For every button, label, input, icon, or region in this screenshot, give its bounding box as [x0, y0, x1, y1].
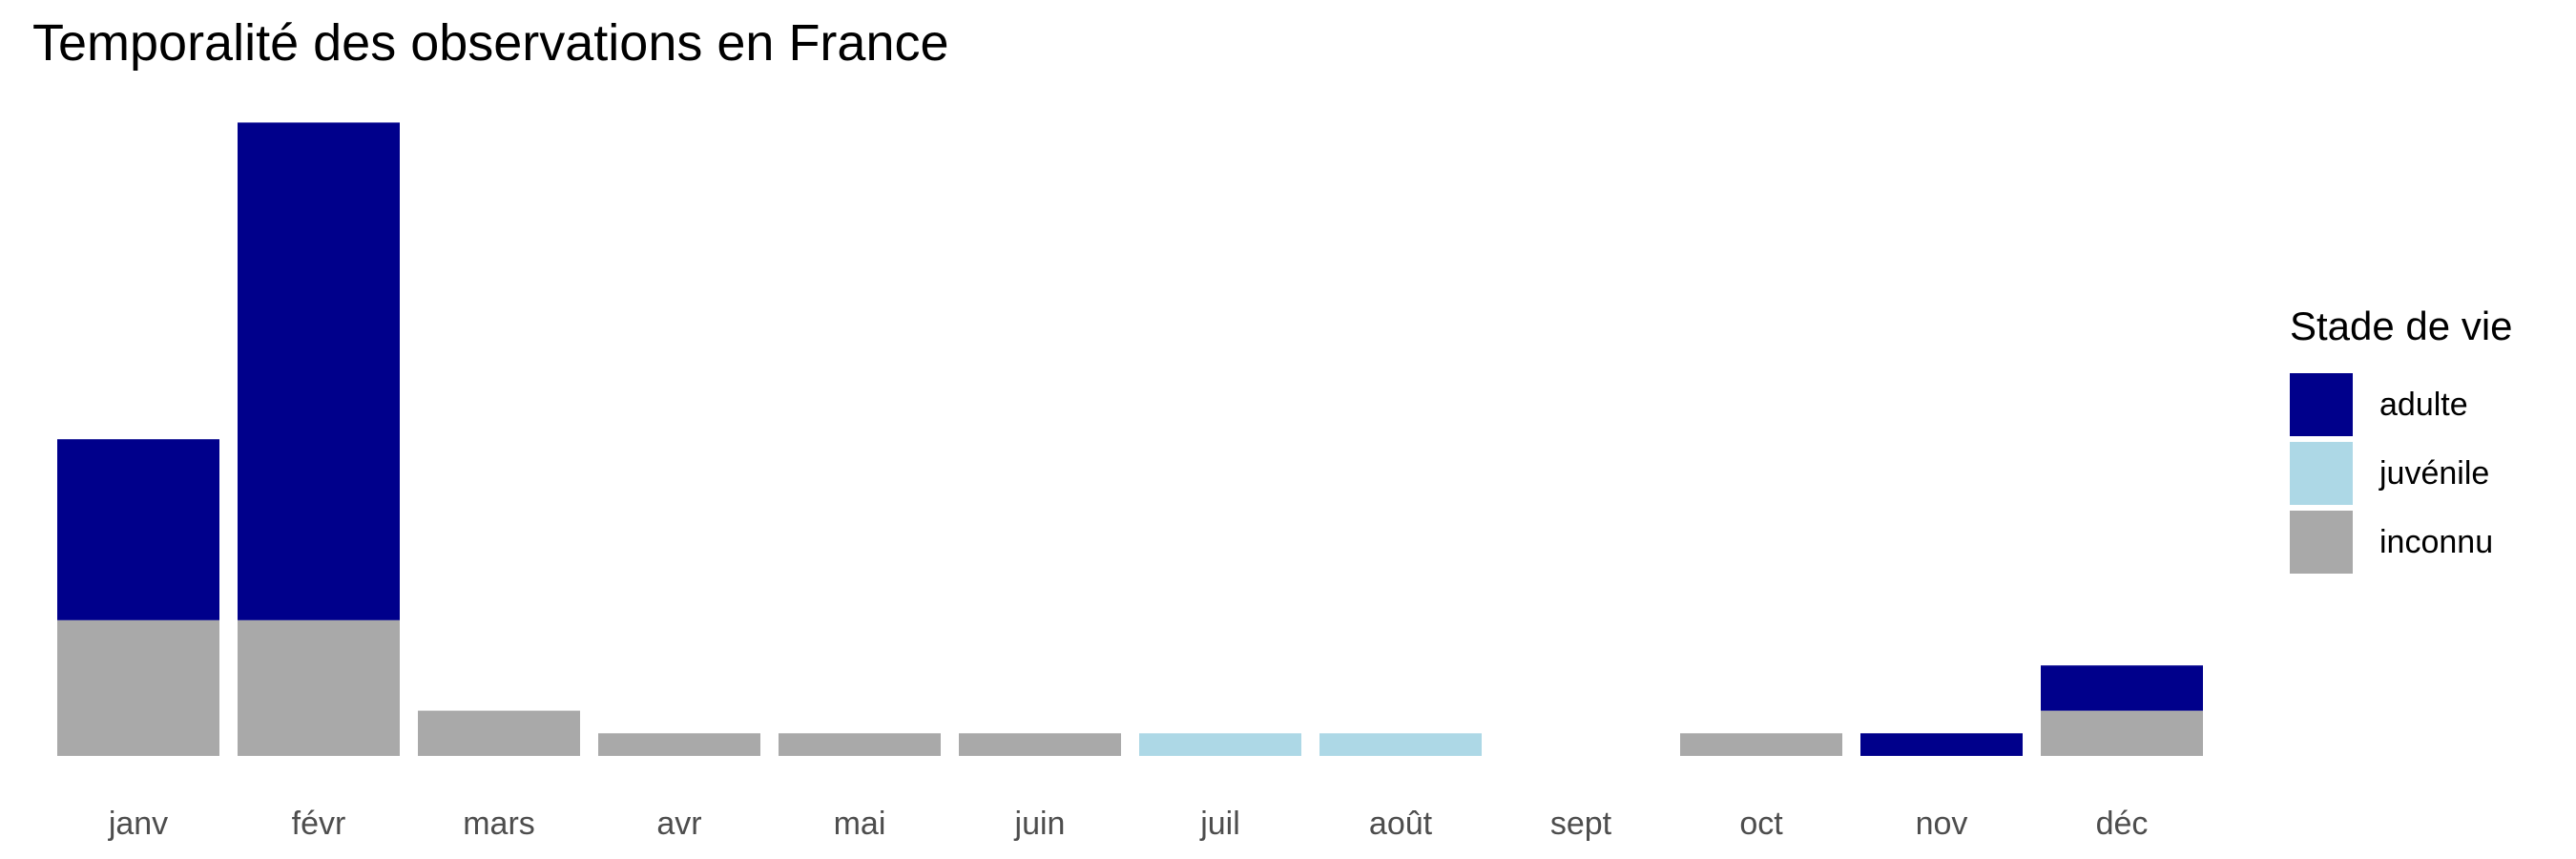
x-tick-label-juin: juin [1014, 806, 1066, 842]
bar-oct-inconnu [1680, 733, 1842, 756]
bar-janv-adulte [57, 439, 219, 620]
x-tick-label-nov: nov [1916, 806, 1968, 842]
x-tick-label-fevr: févr [292, 806, 346, 842]
bar-dec-adulte [2041, 665, 2203, 711]
legend-label-adulte: adulte [2379, 386, 2468, 423]
x-tick-label-oct: oct [1739, 806, 1783, 842]
x-tick-label-juil: juil [1199, 806, 1240, 842]
legend-item-juvenile: juvénile [2290, 439, 2513, 508]
plot-area: janv févr mars avr mai juin juil août sept oct nov… [57, 122, 2203, 842]
x-tick-label-mai: mai [834, 806, 886, 842]
x-tick-label-sept: sept [1550, 806, 1612, 842]
chart-title: Temporalité des observations en France [32, 14, 949, 72]
x-tick-label-janv: janv [108, 806, 168, 842]
bar-juin-inconnu [959, 733, 1121, 756]
x-tick-label-dec: déc [2096, 806, 2149, 842]
bar-fevr-inconnu [238, 619, 400, 756]
bar-aout-juvenile [1319, 733, 1482, 756]
legend-title: Stade de vie [2290, 304, 2513, 348]
bar-mars-inconnu [418, 710, 580, 756]
legend: Stade de vie adulte juvénile inconnu [2290, 304, 2513, 576]
bar-janv-inconnu [57, 619, 219, 756]
bar-fevr-adulte [238, 122, 400, 620]
x-tick-label-aout: août [1369, 806, 1433, 842]
legend-item-adulte: adulte [2290, 370, 2513, 439]
legend-label-juvenile: juvénile [2379, 454, 2490, 492]
legend-label-inconnu: inconnu [2379, 523, 2494, 560]
bar-mai-inconnu [779, 733, 941, 756]
x-tick-label-avr: avr [656, 806, 701, 842]
legend-item-inconnu: inconnu [2290, 508, 2513, 576]
legend-swatch-juvenile [2290, 442, 2353, 505]
bar-dec-inconnu [2041, 710, 2203, 756]
legend-swatch-inconnu [2290, 511, 2353, 574]
bar-juil-juvenile [1139, 733, 1301, 756]
legend-swatch-adulte [2290, 373, 2353, 436]
bar-nov-adulte [1860, 733, 2023, 756]
x-tick-label-mars: mars [463, 806, 535, 842]
bar-avr-inconnu [598, 733, 760, 756]
